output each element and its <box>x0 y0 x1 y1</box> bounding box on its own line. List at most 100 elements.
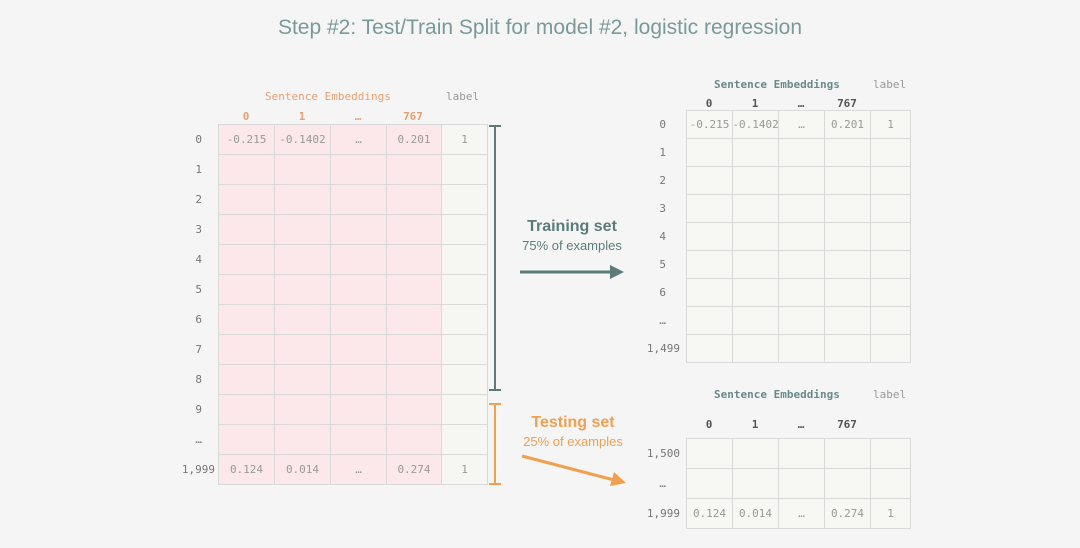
table-cell <box>442 305 488 335</box>
left-row-label: 6 <box>195 313 202 326</box>
table-cell <box>442 155 488 185</box>
table-cell <box>387 365 442 395</box>
table-cell <box>825 469 871 499</box>
table-cell <box>331 395 387 425</box>
table-cell <box>733 223 779 251</box>
table-cell <box>387 305 442 335</box>
table-cell <box>275 155 331 185</box>
train-row-label: … <box>659 314 666 327</box>
train-table: -0.215 -0.1402 … 0.201 1 <box>686 110 911 363</box>
table-cell <box>733 251 779 279</box>
page-title: Step #2: Test/Train Split for model #2, … <box>277 16 803 39</box>
test-label-header: label <box>873 388 907 401</box>
table-cell <box>687 167 733 195</box>
table-cell: 0.274 <box>825 499 871 529</box>
testing-set-title: Testing set <box>531 414 615 431</box>
table-cell <box>779 139 825 167</box>
table-cell: 0.014 <box>275 455 331 485</box>
table-cell <box>687 251 733 279</box>
table-cell <box>219 395 275 425</box>
table-cell <box>387 425 442 455</box>
left-row-label: 3 <box>195 223 202 236</box>
left-row-label: … <box>195 433 202 446</box>
table-cell <box>331 305 387 335</box>
table-cell <box>779 195 825 223</box>
testing-bracket <box>489 403 501 485</box>
table-cell: 1 <box>871 111 911 139</box>
left-row-label: 8 <box>195 373 202 386</box>
train-label-header: label <box>873 78 907 91</box>
test-table-header: Sentence Embeddings <box>714 388 840 401</box>
table-cell <box>871 335 911 363</box>
table-cell: -0.1402 <box>275 125 331 155</box>
table-cell <box>442 395 488 425</box>
train-row-label: 3 <box>659 202 666 215</box>
table-cell <box>387 155 442 185</box>
table-cell <box>219 425 275 455</box>
table-cell <box>687 439 733 469</box>
test-table: 0.124 0.014 … 0.274 1 <box>686 438 911 529</box>
table-cell <box>779 279 825 307</box>
table-cell <box>275 215 331 245</box>
table-cell <box>442 335 488 365</box>
training-set-label: Training set 75% of examples <box>492 218 652 253</box>
left-col-1: 1 <box>298 110 306 123</box>
table-cell <box>387 335 442 365</box>
testing-set-label: Testing set 25% of examples <box>493 414 653 449</box>
split-brackets <box>489 125 501 485</box>
table-cell <box>219 365 275 395</box>
table-cell <box>442 245 488 275</box>
test-col-ellipsis: … <box>797 418 805 431</box>
table-cell <box>871 223 911 251</box>
training-set-title: Training set <box>527 218 617 235</box>
train-row-label: 1,499 <box>646 342 680 355</box>
table-cell: 1 <box>871 499 911 529</box>
table-cell <box>387 215 442 245</box>
table-cell <box>687 307 733 335</box>
table-cell <box>442 275 488 305</box>
table-cell <box>779 469 825 499</box>
table-cell <box>687 469 733 499</box>
table-cell <box>733 167 779 195</box>
table-cell: … <box>331 455 387 485</box>
table-cell <box>871 439 911 469</box>
table-cell <box>331 365 387 395</box>
table-cell <box>275 365 331 395</box>
left-row-label: 5 <box>195 283 202 296</box>
table-cell <box>275 425 331 455</box>
table-cell: 0.124 <box>687 499 733 529</box>
table-cell <box>733 307 779 335</box>
table-cell <box>733 439 779 469</box>
table-cell <box>331 335 387 365</box>
table-cell <box>733 195 779 223</box>
train-col-767: 767 <box>837 97 857 110</box>
table-cell <box>779 167 825 195</box>
table-cell <box>825 251 871 279</box>
table-cell <box>825 279 871 307</box>
table-cell <box>275 245 331 275</box>
left-row-label: 1 <box>195 163 202 176</box>
left-table-header: Sentence Embeddings <box>265 90 391 103</box>
table-cell <box>871 307 911 335</box>
table-cell <box>871 469 911 499</box>
train-table-header: Sentence Embeddings <box>714 78 840 91</box>
table-cell <box>687 223 733 251</box>
table-cell <box>331 245 387 275</box>
table-cell <box>275 335 331 365</box>
test-row-label: 1,999 <box>646 507 680 520</box>
table-cell <box>733 279 779 307</box>
train-row-label: 4 <box>659 230 666 243</box>
left-row-label: 2 <box>195 193 202 206</box>
table-cell: -0.215 <box>687 111 733 139</box>
table-cell <box>275 305 331 335</box>
table-cell <box>219 215 275 245</box>
table-cell <box>825 335 871 363</box>
table-cell <box>442 185 488 215</box>
table-cell <box>331 275 387 305</box>
table-cell: … <box>779 111 825 139</box>
table-cell <box>825 439 871 469</box>
table-cell: 0.014 <box>733 499 779 529</box>
train-row-label: 6 <box>659 286 666 299</box>
table-cell: 0.274 <box>387 455 442 485</box>
table-cell <box>779 307 825 335</box>
